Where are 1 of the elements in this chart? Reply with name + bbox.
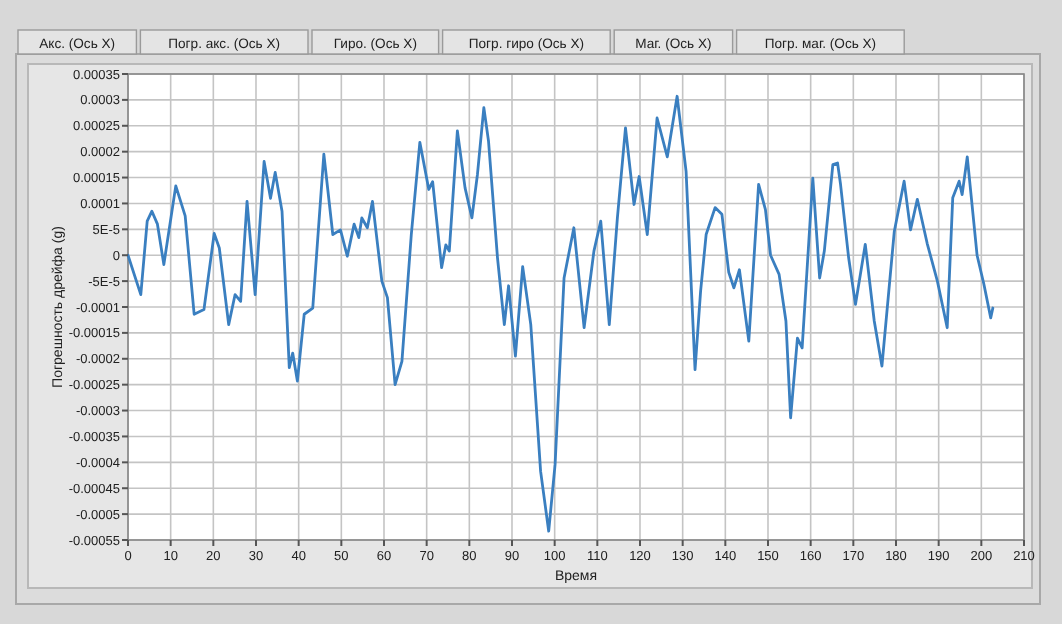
line-series xyxy=(126,94,995,533)
